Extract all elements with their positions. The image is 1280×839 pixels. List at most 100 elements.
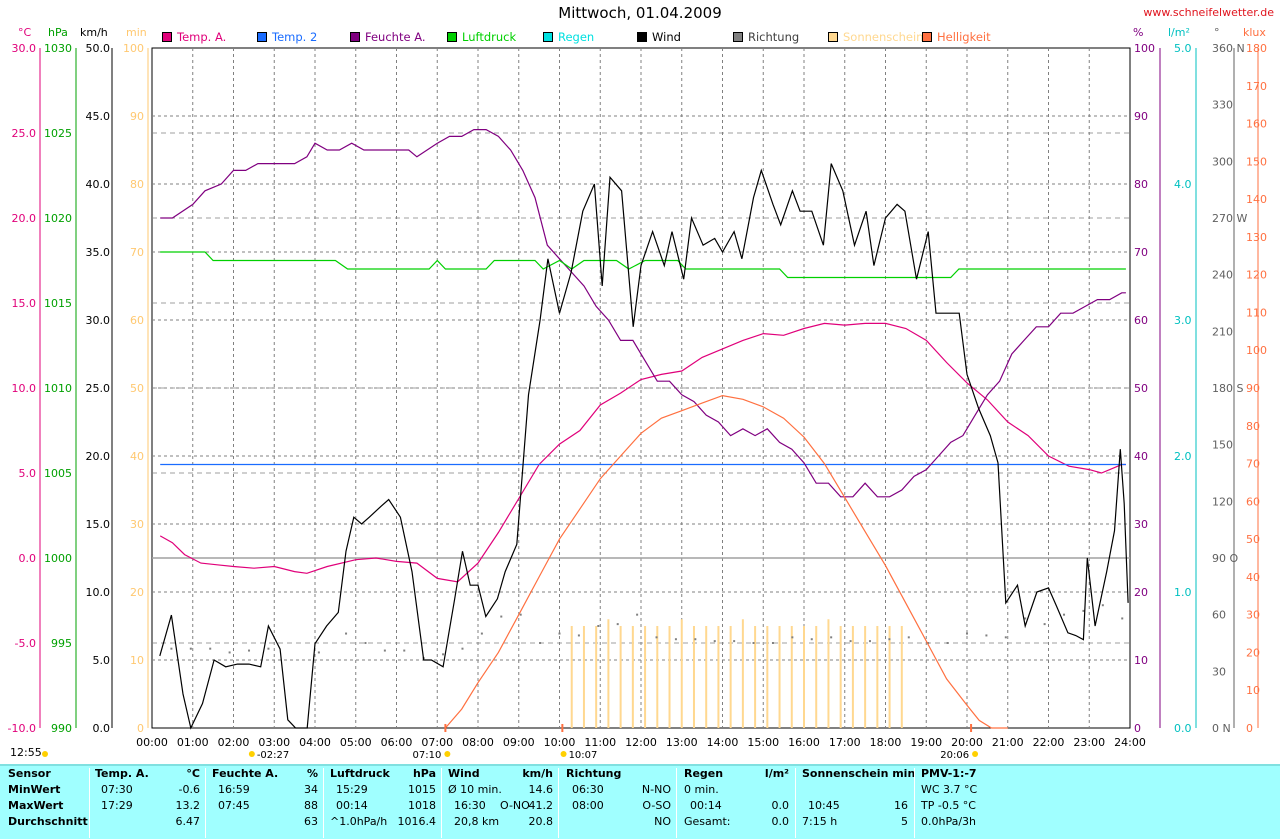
direction-dot <box>383 649 386 652</box>
deg-tick: 300 <box>1212 155 1233 168</box>
feuchte-unit: % <box>306 767 318 780</box>
x-tick: 00:00 <box>136 736 168 749</box>
wind-header: Wind <box>448 767 480 780</box>
legend-item-temp-2: Temp. 2 <box>257 30 317 44</box>
wind-max-time: 16:30 <box>454 799 486 812</box>
x-tick: 06:00 <box>381 736 413 749</box>
klux-tick: 80 <box>1246 420 1260 433</box>
legend-label: Temp. A. <box>177 30 227 44</box>
temp-max-time: 17:29 <box>101 799 133 812</box>
direction-dot <box>558 632 561 635</box>
temp-min-time: 07:30 <box>101 783 133 796</box>
x-tick: 20:00 <box>951 736 983 749</box>
pct-tick: 80 <box>1134 178 1148 191</box>
temp-min-val: -0.6 <box>178 783 200 796</box>
stats-footer: Sensor MinWert MaxWert Durchschnitt Temp… <box>0 764 1280 839</box>
hpa-tick: 1025 <box>44 127 72 140</box>
series-line-luftdruck <box>160 251 1126 279</box>
pmv-header: PMV-1:-7 <box>921 767 977 780</box>
pct-tick: 30 <box>1134 518 1148 531</box>
min-tick: 90 <box>130 110 144 123</box>
klux-tick: 10 <box>1246 684 1260 697</box>
sonne-header: Sonnenschein min <box>802 767 916 780</box>
hpa-tick: 1005 <box>44 467 72 480</box>
direction-dot <box>364 642 367 644</box>
richtung-avg: NO <box>654 815 671 828</box>
regen-unit: l/m² <box>764 767 789 780</box>
pct-tick: 50 <box>1134 382 1148 395</box>
direction-dot <box>752 642 755 644</box>
minwert-label: MinWert <box>8 783 61 796</box>
kmh-tick: 45.0 <box>86 110 111 123</box>
regen-total-label: Gesamt: <box>684 815 731 828</box>
direction-dot <box>907 636 910 639</box>
klux-tick: 60 <box>1246 495 1260 508</box>
klux-tick: 170 <box>1246 80 1267 93</box>
legend-swatch <box>828 32 838 42</box>
klux-tick: 50 <box>1246 533 1260 546</box>
wind-max-dir: O-NO <box>500 799 530 812</box>
wind-max-val: 41.2 <box>528 799 554 812</box>
klux-tick: 20 <box>1246 646 1260 659</box>
deg-axis-unit: ° <box>1214 26 1220 39</box>
direction-dot <box>1004 636 1007 639</box>
legend-label: Feuchte A. <box>365 30 426 44</box>
direction-dot <box>170 647 173 650</box>
pct-tick: 60 <box>1134 314 1148 327</box>
min-tick: 0 <box>137 722 144 735</box>
klux-axis-unit: klux <box>1243 26 1266 39</box>
direction-dot <box>442 653 445 656</box>
sunrise-icon <box>444 751 451 757</box>
kmh-tick: 40.0 <box>86 178 111 191</box>
feuchte-max-val: 88 <box>304 799 318 812</box>
legend-label: Regen <box>558 30 595 44</box>
direction-dot <box>317 651 320 654</box>
pct-tick: 70 <box>1134 246 1148 259</box>
direction-dot <box>966 632 968 635</box>
website-link[interactable]: www.schneifelwetter.de <box>1143 6 1274 19</box>
noon-label: 10:07 <box>569 750 598 761</box>
luftdruck-max-val: 1018 <box>408 799 436 812</box>
x-tick: 02:00 <box>218 736 250 749</box>
legend-label: Richtung <box>748 30 800 44</box>
direction-dot <box>1101 604 1104 607</box>
x-tick: 10:00 <box>544 736 576 749</box>
legend-label: Helligkeit <box>937 30 991 44</box>
direction-dot <box>927 642 930 644</box>
temp-tick: 5.0 <box>19 467 37 480</box>
sunrise-label: 07:10 <box>413 750 442 761</box>
legend-label: Luftdruck <box>462 30 517 44</box>
direction-dot <box>1024 617 1027 620</box>
temp-tick: 0.0 <box>19 552 37 565</box>
deg-tick: 270 W <box>1212 212 1247 225</box>
noon-icon <box>560 751 567 757</box>
regen-col: Regen l/m² 0 min. 00:14 0.0 Gesamt: 0.0 <box>684 766 789 830</box>
temp-tick: 20.0 <box>12 212 37 225</box>
hpa-tick: 995 <box>51 637 72 650</box>
klux-tick: 160 <box>1246 118 1267 131</box>
legend-item-richtung: Richtung <box>733 30 799 44</box>
x-tick: 11:00 <box>584 736 616 749</box>
klux-tick: 30 <box>1246 609 1260 622</box>
direction-dot <box>868 640 871 643</box>
lm2-tick: 5.0 <box>1174 42 1192 55</box>
deg-tick: 90 O <box>1212 552 1238 565</box>
deg-tick: 240 <box>1212 269 1233 282</box>
legend-swatch <box>162 32 172 42</box>
kmh-tick: 30.0 <box>86 314 111 327</box>
deg-tick: 210 <box>1212 325 1233 338</box>
feuchte-max-time: 07:45 <box>218 799 250 812</box>
direction-dot <box>636 613 639 616</box>
direction-dot <box>946 642 949 644</box>
direction-dot <box>267 647 270 650</box>
min-axis-unit: min <box>126 26 147 39</box>
direction-dot <box>771 642 774 644</box>
kmh-tick: 10.0 <box>86 586 111 599</box>
x-tick: 12:00 <box>625 736 657 749</box>
min-tick: 60 <box>130 314 144 327</box>
legend-item-sonnenschein: Sonnenschein <box>828 30 923 44</box>
luftdruck-header: Luftdruck <box>330 767 390 780</box>
legend-item-feuchte-a: Feuchte A. <box>350 30 426 44</box>
pct-tick: 90 <box>1134 110 1148 123</box>
x-tick: 05:00 <box>340 736 372 749</box>
